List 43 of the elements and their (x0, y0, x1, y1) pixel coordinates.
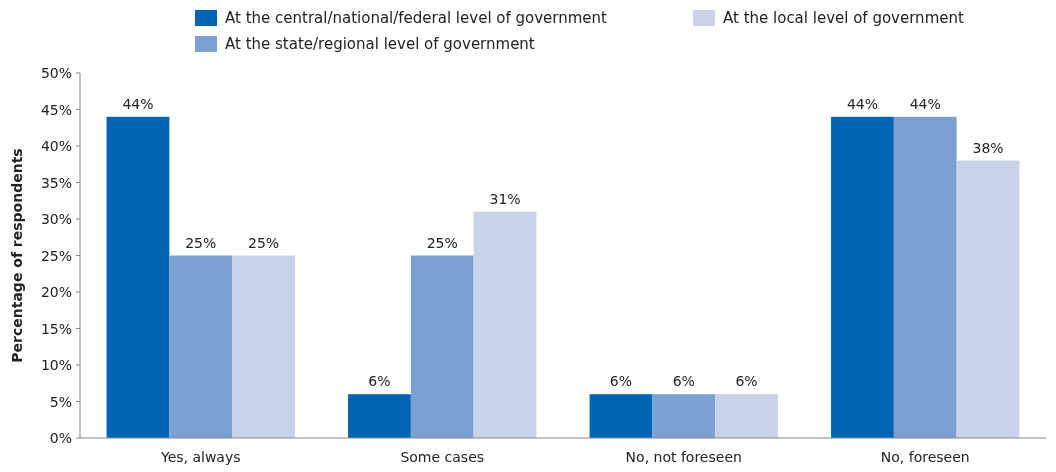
bar (106, 116, 170, 438)
x-tick-label: Some cases (400, 449, 485, 465)
data-label: 44% (122, 95, 154, 112)
data-label: 6% (609, 373, 633, 390)
x-tick-label: Yes, always (159, 449, 241, 465)
legend-label: At the local level of government (723, 9, 964, 27)
x-tick-label: No, foreseen (880, 449, 970, 465)
y-tick-label: 20% (40, 284, 72, 300)
data-label: 25% (185, 234, 217, 251)
bar (956, 160, 1020, 438)
data-label: 44% (846, 95, 879, 112)
data-label: 44% (909, 95, 941, 112)
bar (473, 211, 537, 438)
data-label: 6% (368, 373, 391, 390)
y-tick-label: 45% (40, 101, 72, 118)
y-tick-label: 5% (49, 393, 72, 410)
data-label: 6% (735, 373, 758, 390)
bar (348, 394, 411, 438)
legend-label: At the state/regional level of government (225, 35, 535, 53)
data-label: 38% (972, 139, 1004, 156)
data-label: 31% (489, 190, 521, 207)
bar (893, 116, 957, 438)
bar (652, 394, 716, 438)
bar (831, 116, 894, 438)
data-label: 25% (247, 234, 280, 251)
bar (232, 255, 295, 438)
y-tick-label: 0% (49, 430, 72, 446)
y-tick-label: 10% (40, 357, 72, 373)
bar (715, 394, 778, 438)
bar (410, 255, 474, 438)
y-axis-title: Percentage of respondents (9, 148, 25, 363)
y-tick-label: 40% (40, 138, 72, 154)
y-tick-label: 25% (40, 247, 72, 264)
x-tick-label: No, not foreseen (625, 449, 742, 465)
y-tick-label: 35% (40, 174, 72, 191)
y-tick-label: 15% (40, 320, 72, 337)
data-label: 25% (426, 234, 458, 251)
bar (589, 394, 653, 438)
bar (169, 255, 233, 438)
y-tick-label: 30% (40, 211, 72, 227)
y-tick-label: 50% (40, 65, 72, 81)
data-label: 6% (672, 373, 695, 390)
legend-label: At the central/national/federal level of government (225, 9, 608, 27)
